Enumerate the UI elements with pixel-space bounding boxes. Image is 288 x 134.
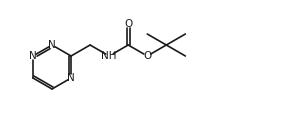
Text: N: N [29,51,37,61]
Text: N: N [67,73,75,83]
Text: N: N [48,40,56,50]
Text: O: O [143,51,151,61]
Text: O: O [124,19,132,29]
Text: NH: NH [101,51,117,61]
